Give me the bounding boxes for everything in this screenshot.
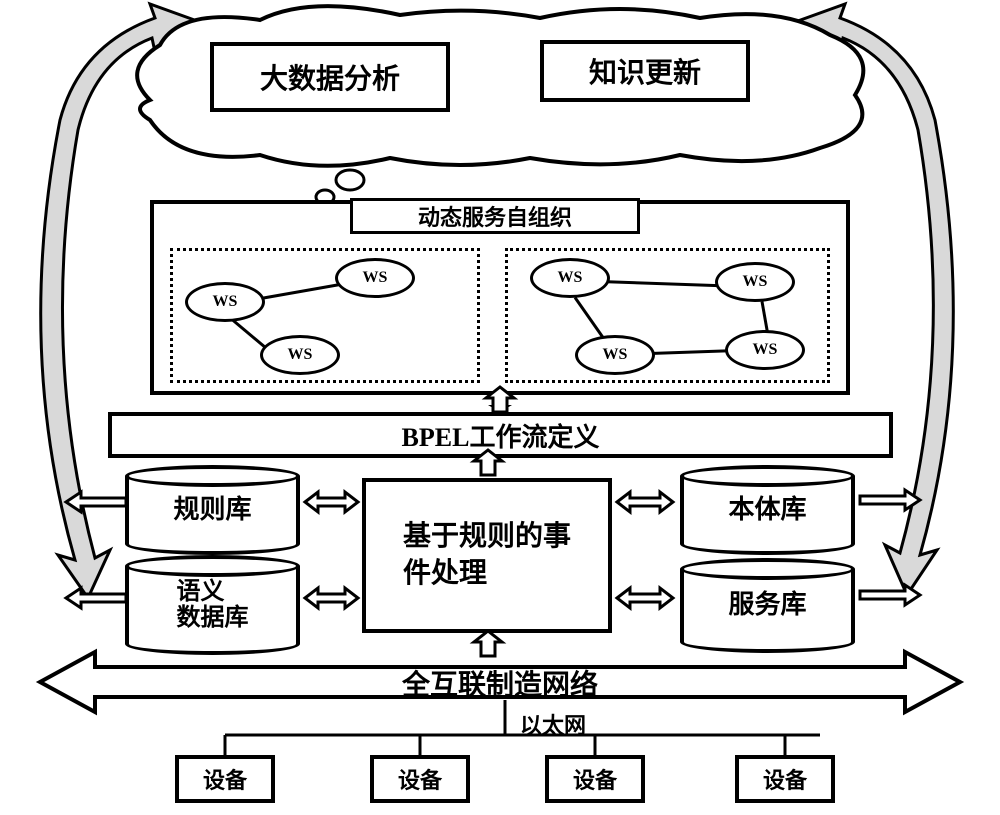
cylinder-rules: 规则库 <box>125 475 300 545</box>
diagram-canvas: 大数据分析 知识更新 动态服务自组织 WS WS WS WS WS WS WS … <box>0 0 1000 815</box>
ws-node: WS <box>715 262 795 302</box>
event-processing-box: 基于规则的事 件处理 <box>362 478 612 633</box>
device-box: 设备 <box>175 755 275 803</box>
bpel-bar: BPEL工作流定义 <box>108 412 893 458</box>
device-box: 设备 <box>545 755 645 803</box>
network-label: 全互联制造网络 <box>370 663 630 703</box>
device-box: 设备 <box>735 755 835 803</box>
cylinder-semantic: 语义 数据库 <box>125 565 300 645</box>
cloud-box-knowledge: 知识更新 <box>540 40 750 102</box>
ws-node: WS <box>530 258 610 298</box>
cloud-box-bigdata: 大数据分析 <box>210 42 450 112</box>
device-box: 设备 <box>370 755 470 803</box>
dynamic-service-title: 动态服务自组织 <box>350 198 640 234</box>
dynamic-service-title-label: 动态服务自组织 <box>418 200 572 232</box>
ws-node: WS <box>185 282 265 322</box>
cloud-box-bigdata-label: 大数据分析 <box>260 57 400 97</box>
cloud-box-knowledge-label: 知识更新 <box>589 51 701 91</box>
cylinder-ontology: 本体库 <box>680 475 855 545</box>
bpel-label: BPEL工作流定义 <box>402 417 600 454</box>
ws-node: WS <box>725 330 805 370</box>
event-processing-label: 基于规则的事 件处理 <box>403 519 571 592</box>
ws-node: WS <box>575 335 655 375</box>
ws-node: WS <box>260 335 340 375</box>
cylinder-service: 服务库 <box>680 568 855 643</box>
ws-node: WS <box>335 258 415 298</box>
ethernet-label: 以太网 <box>520 708 586 740</box>
